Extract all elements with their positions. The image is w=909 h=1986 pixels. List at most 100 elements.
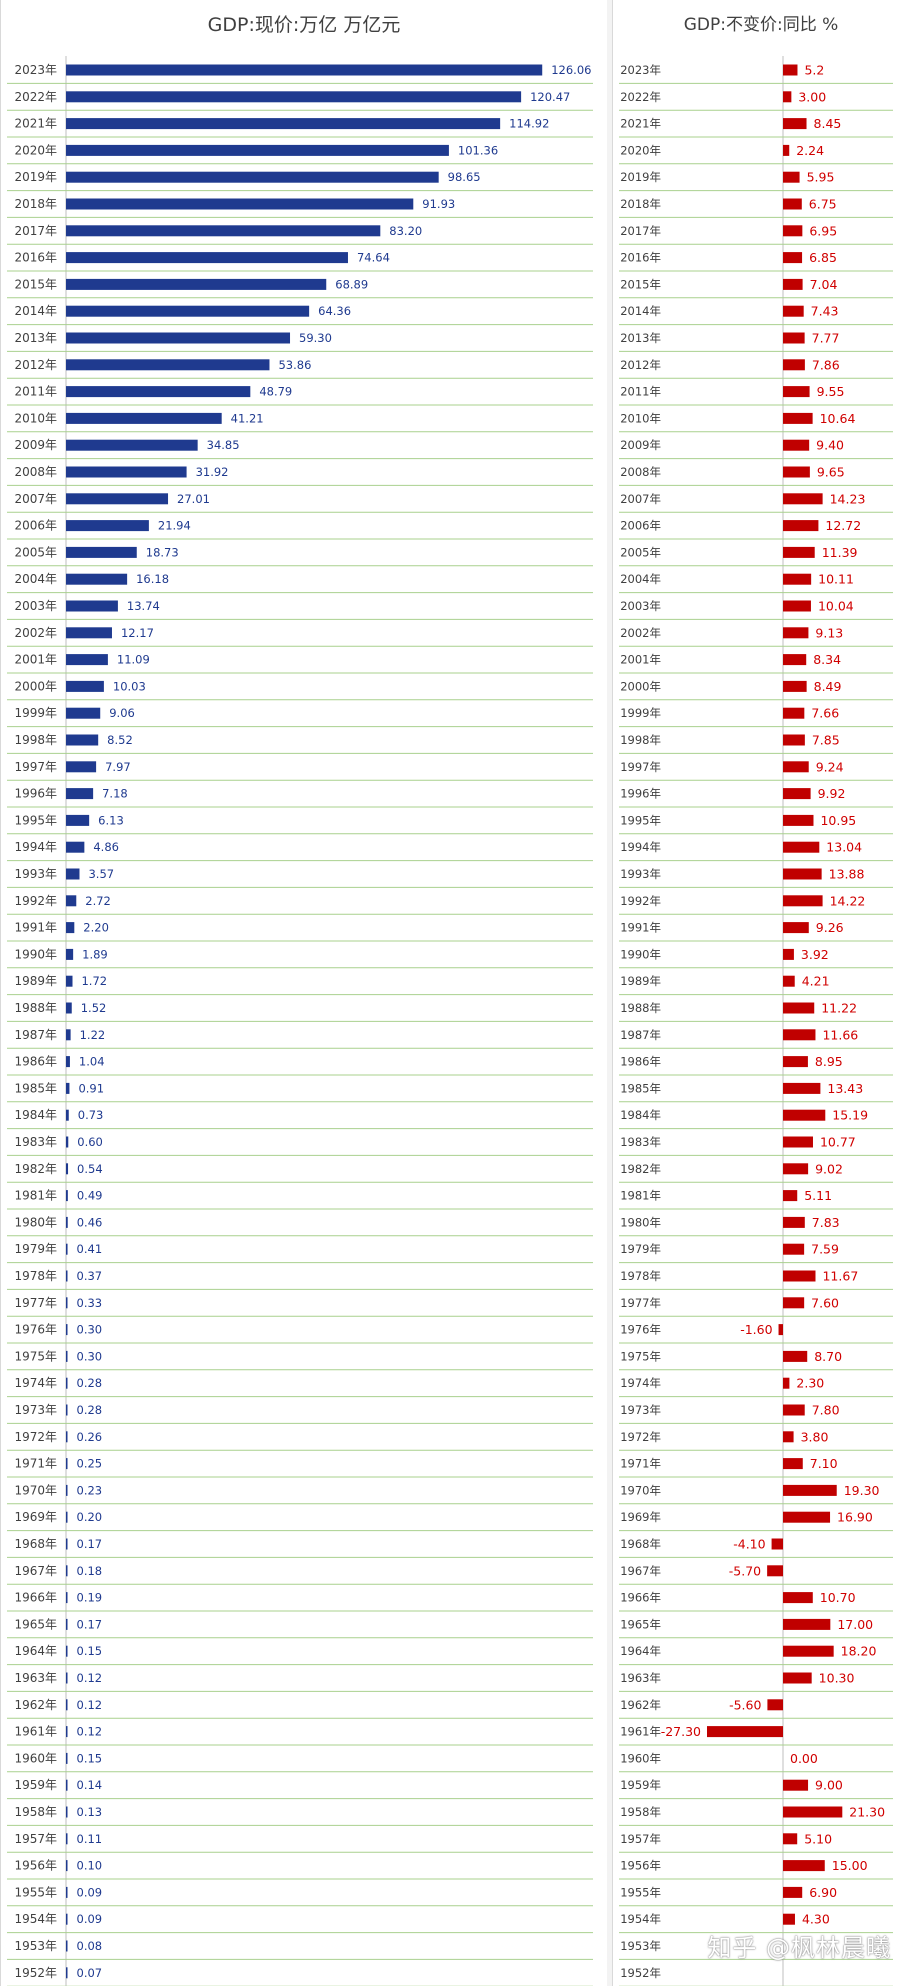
level-bar — [66, 1645, 68, 1657]
data-label: 27.01 — [177, 492, 210, 506]
category-label: 1962年 — [620, 1698, 661, 1712]
level-bar — [66, 868, 80, 880]
category-label: 1992年 — [14, 894, 57, 908]
category-label: 2013年 — [620, 331, 661, 345]
growth-bar — [783, 91, 792, 103]
growth-bar — [783, 600, 811, 612]
data-label: 7.80 — [812, 1403, 840, 1418]
data-label: 2.72 — [85, 894, 111, 908]
data-label: 14.23 — [830, 491, 866, 506]
level-bar — [66, 412, 222, 424]
level-bar — [66, 600, 118, 612]
level-bar — [66, 922, 75, 934]
data-label: 0.28 — [77, 1403, 103, 1417]
data-label: 8.70 — [814, 1349, 842, 1364]
data-label: 10.95 — [820, 813, 856, 828]
level-bar — [66, 1592, 68, 1604]
data-label: 4.30 — [802, 1912, 830, 1927]
growth-bar — [783, 707, 805, 719]
watermark: 知乎 @枫林晨曦 — [707, 1934, 891, 1962]
data-label: 7.85 — [812, 733, 840, 748]
category-label: 1986年 — [620, 1055, 661, 1069]
level-bar — [66, 1967, 68, 1979]
category-label: 1981年 — [14, 1189, 57, 1203]
data-label: 0.15 — [77, 1751, 103, 1765]
data-label: 120.47 — [530, 90, 570, 104]
data-label: 9.00 — [815, 1778, 843, 1793]
data-label: 8.95 — [815, 1054, 843, 1069]
category-label: 1999年 — [620, 706, 661, 720]
growth-bar — [783, 734, 805, 746]
category-label: 1998年 — [620, 733, 661, 747]
category-label: 2000年 — [14, 679, 57, 693]
category-label: 1971年 — [620, 1457, 661, 1471]
data-label: 98.65 — [448, 170, 481, 184]
data-label: 0.23 — [77, 1483, 103, 1497]
data-label: 11.66 — [822, 1027, 858, 1042]
data-label: 59.30 — [299, 331, 332, 345]
category-label: 1977年 — [14, 1296, 57, 1310]
data-label: 31.92 — [196, 465, 229, 479]
data-label: 0.09 — [77, 1912, 103, 1926]
data-label: 0.60 — [77, 1135, 103, 1149]
data-label: 101.36 — [458, 143, 498, 157]
growth-bar — [783, 1913, 795, 1925]
data-label: -5.70 — [729, 1563, 761, 1578]
data-label: 10.77 — [820, 1135, 856, 1150]
category-label: 1959年 — [620, 1778, 661, 1792]
data-label: 0.54 — [77, 1162, 103, 1176]
category-label: 2012年 — [14, 358, 57, 372]
data-label: 0.26 — [77, 1430, 103, 1444]
growth-bar — [783, 1484, 837, 1496]
data-label: 21.94 — [158, 519, 191, 533]
level-bar — [66, 1350, 68, 1362]
category-label: 2022年 — [14, 90, 57, 104]
level-bar — [66, 278, 327, 290]
category-label: 1990年 — [620, 947, 661, 961]
growth-bar — [783, 225, 803, 237]
category-label: 1953年 — [14, 1939, 57, 1953]
category-label: 2003年 — [620, 599, 661, 613]
growth-bar — [783, 1136, 813, 1148]
growth-bar — [783, 359, 805, 371]
category-label: 1966年 — [620, 1591, 661, 1605]
growth-bar — [783, 654, 807, 666]
data-label: 1.22 — [80, 1028, 106, 1042]
data-label: 0.19 — [77, 1591, 103, 1605]
level-bar — [66, 1538, 68, 1550]
data-label: 34.85 — [207, 438, 240, 452]
category-label: 1992年 — [620, 894, 661, 908]
category-label: 2018年 — [620, 197, 661, 211]
category-label: 1995年 — [14, 813, 57, 827]
category-label: 1996年 — [14, 787, 57, 801]
data-label: 0.15 — [77, 1644, 103, 1658]
level-bar — [66, 814, 90, 826]
data-label: 9.02 — [815, 1161, 843, 1176]
data-label: 0.20 — [77, 1510, 103, 1524]
level-bar — [66, 1699, 68, 1711]
data-label: 1.04 — [79, 1055, 105, 1069]
category-label: 1993年 — [14, 867, 57, 881]
growth-bar — [783, 1431, 794, 1443]
category-label: 1975年 — [620, 1349, 661, 1363]
growth-bar — [767, 1699, 783, 1711]
level-bar — [66, 493, 169, 505]
level-bar — [66, 707, 101, 719]
category-label: 1973年 — [620, 1403, 661, 1417]
data-label: 14.22 — [830, 893, 866, 908]
growth-bar — [783, 1511, 831, 1523]
data-label: 9.55 — [817, 384, 845, 399]
level-bar — [66, 1163, 69, 1175]
category-label: 1971年 — [14, 1457, 57, 1471]
data-label: 0.33 — [77, 1296, 103, 1310]
data-label: 83.20 — [389, 224, 422, 238]
data-label: 13.74 — [127, 599, 160, 613]
growth-bar — [783, 573, 812, 585]
category-label: 2019年 — [14, 170, 57, 184]
category-label: 1984年 — [620, 1108, 661, 1122]
data-label: 1.72 — [81, 974, 107, 988]
category-label: 1979年 — [620, 1242, 661, 1256]
category-label: 1991年 — [620, 921, 661, 935]
category-label: 1988年 — [620, 1001, 661, 1015]
data-label: 53.86 — [278, 358, 311, 372]
